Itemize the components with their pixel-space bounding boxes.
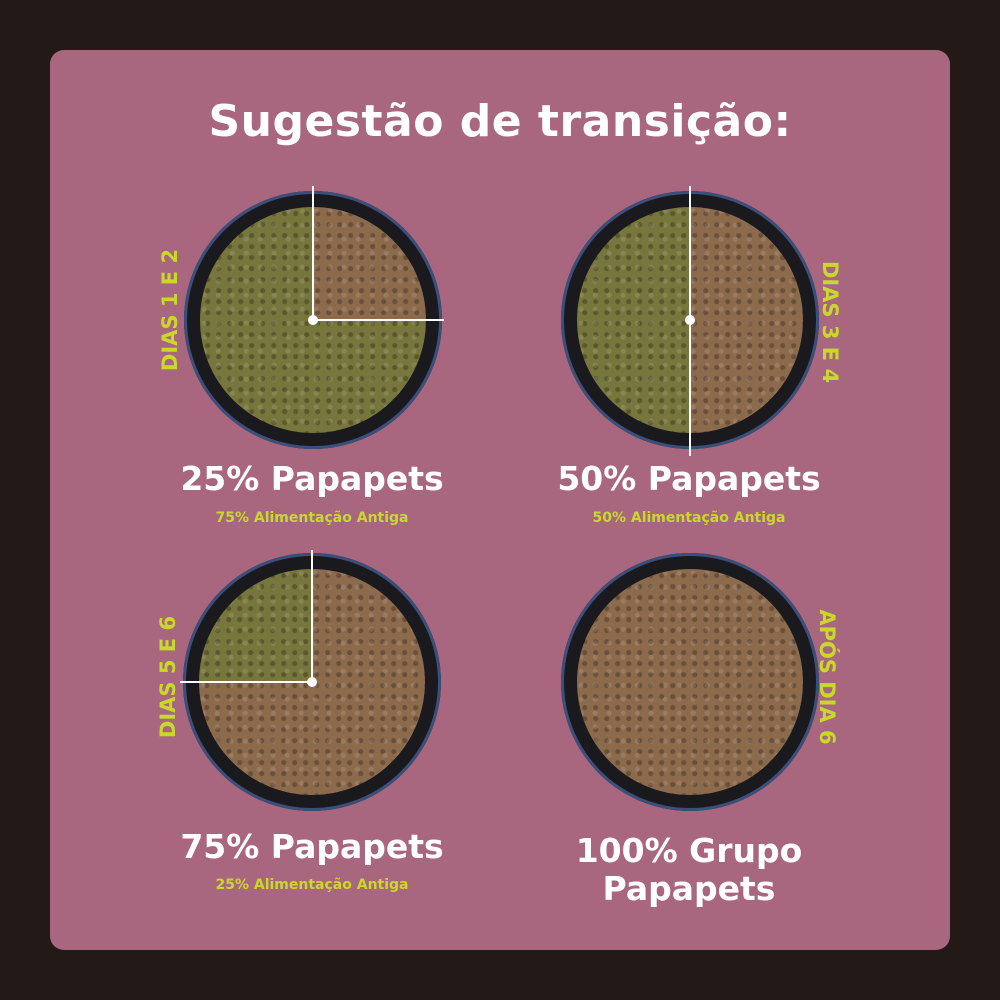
divider-line	[312, 319, 444, 321]
divider-line	[311, 550, 313, 683]
divider-line	[312, 186, 314, 321]
step-title: 25% Papapets	[180, 459, 444, 498]
step-subtitle: 50% Alimentação Antiga	[592, 510, 786, 526]
infographic-card	[50, 50, 950, 950]
days-label: DIAS 3 E 4	[818, 260, 842, 384]
step-subtitle: 75% Alimentação Antiga	[215, 510, 409, 526]
center-dot	[307, 677, 317, 687]
divider-line	[180, 681, 312, 683]
days-label: DIAS 5 E 6	[156, 615, 180, 739]
days-label: APÓS DIA 6	[815, 609, 839, 745]
page-title: Sugestão de transição:	[208, 96, 792, 147]
days-label: DIAS 1 E 2	[158, 248, 182, 372]
step-title: 75% Papapets	[180, 827, 444, 866]
step-title: 50% Papapets	[557, 459, 821, 498]
center-dot	[685, 315, 695, 325]
step-subtitle: 25% Alimentação Antiga	[215, 877, 409, 893]
step-title: 100% Grupo Papapets	[575, 831, 803, 908]
center-dot	[308, 315, 318, 325]
bowl-step-4	[561, 553, 819, 811]
food-mix-4	[577, 569, 803, 795]
